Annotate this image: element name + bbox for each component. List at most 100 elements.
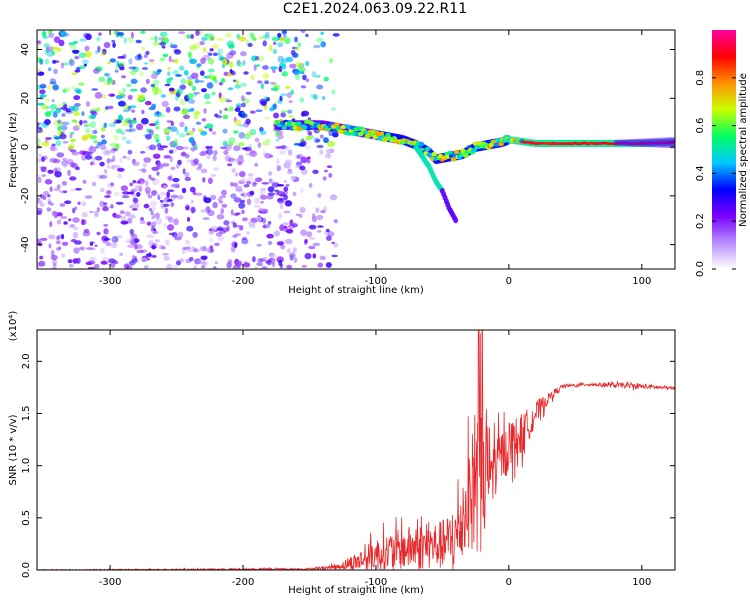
spectrogram-tail bbox=[618, 139, 623, 146]
colorbar-tick-label: 0.0 bbox=[695, 261, 706, 277]
spectrogram-speckle bbox=[199, 70, 205, 76]
spectrogram-speckle bbox=[127, 191, 134, 195]
spectrogram-speckle bbox=[279, 95, 283, 102]
spectrogram-speckle bbox=[246, 198, 252, 206]
spectrogram-speckle bbox=[279, 93, 288, 97]
spectrogram-speckle bbox=[249, 110, 256, 114]
spectrogram-speckle bbox=[116, 167, 125, 172]
spectrogram-speckle bbox=[193, 158, 199, 165]
spectrogram-speckle bbox=[124, 128, 133, 133]
spectrogram-speckle bbox=[130, 31, 134, 39]
spectrogram-speckle bbox=[127, 119, 135, 124]
spectrogram-speckle bbox=[186, 34, 191, 39]
spectrogram-speckle bbox=[59, 190, 67, 194]
spectrogram-speckle bbox=[316, 144, 324, 149]
spectrogram-speckle bbox=[294, 36, 298, 43]
spectrogram-speckle bbox=[222, 114, 229, 120]
spectrogram-speckle bbox=[295, 164, 301, 168]
spectrogram-speckle bbox=[315, 214, 324, 221]
colorbar-tick-label: 0.2 bbox=[695, 213, 706, 229]
spectrogram-speckle bbox=[222, 227, 229, 233]
spectrogram-speckle bbox=[60, 30, 66, 37]
spectrogram-speckle bbox=[82, 179, 87, 184]
spectrogram-speckle bbox=[226, 40, 235, 48]
spectrogram-speckle bbox=[105, 242, 112, 247]
spectrogram-speckle bbox=[150, 177, 156, 181]
spectrogram-speckle bbox=[59, 133, 67, 140]
spectrogram-speckle bbox=[53, 263, 57, 267]
spectrogram-speckle bbox=[275, 138, 280, 142]
spectrogram-speckle bbox=[127, 156, 131, 161]
spectrogram-tail bbox=[613, 139, 618, 146]
spectrogram-speckle bbox=[230, 209, 234, 216]
spectrogram-speckle bbox=[143, 54, 148, 58]
spectrogram-speckle bbox=[198, 80, 205, 83]
spectrogram-speckle bbox=[119, 210, 125, 215]
spectrogram-speckle bbox=[62, 182, 67, 187]
spectrogram-speckle bbox=[62, 157, 68, 161]
x-tick-label: -300 bbox=[99, 577, 122, 588]
spectrogram-speckle bbox=[159, 57, 166, 62]
spectrogram-speckle bbox=[243, 261, 248, 265]
spectrogram-speckle bbox=[100, 247, 105, 254]
spectrogram-speckle bbox=[261, 265, 268, 269]
spectrogram-branch bbox=[453, 217, 459, 224]
spectrogram-speckle bbox=[156, 171, 160, 176]
spectrogram-speckle bbox=[129, 182, 133, 187]
spectrogram-speckle bbox=[49, 186, 53, 192]
spectrogram-speckle bbox=[97, 174, 103, 180]
spectrogram-speckle bbox=[247, 42, 253, 47]
spectrogram-tail bbox=[643, 138, 648, 148]
spectrogram-speckle bbox=[114, 66, 119, 70]
spectrogram-speckle bbox=[163, 255, 170, 261]
spectrogram-speckle bbox=[50, 144, 56, 152]
spectrogram-speckle bbox=[190, 107, 195, 112]
spectrogram-speckle bbox=[49, 109, 55, 114]
spectrogram-speckle bbox=[151, 166, 159, 171]
spectrogram-speckle bbox=[62, 88, 67, 93]
spectrogram-speckle bbox=[304, 145, 312, 150]
spectrogram-speckle bbox=[132, 180, 137, 184]
spectrogram-tail bbox=[642, 138, 647, 148]
spectrogram-speckle bbox=[227, 87, 234, 91]
spectrogram-speckle bbox=[295, 46, 300, 52]
spectrogram-speckle bbox=[137, 94, 145, 101]
spectrogram-speckle bbox=[128, 66, 137, 70]
spectrogram-speckle bbox=[122, 155, 127, 159]
spectrogram-speckle bbox=[84, 195, 93, 199]
spectrogram-speckle bbox=[200, 208, 207, 213]
y-tick-label: 1.5 bbox=[21, 406, 32, 422]
spectrogram-speckle bbox=[283, 180, 288, 183]
spectrogram-speckle bbox=[274, 230, 280, 237]
spectrogram-speckle bbox=[70, 239, 77, 243]
spectrogram-speckle bbox=[162, 184, 167, 189]
spectrogram-speckle bbox=[152, 206, 156, 211]
spectrogram-speckle bbox=[151, 221, 157, 228]
spectrogram-speckle bbox=[194, 247, 198, 253]
spectrogram-speckle bbox=[37, 44, 40, 50]
spectrogram-speckle bbox=[44, 179, 53, 185]
spectrogram-speckle bbox=[300, 187, 304, 194]
spectrogram-speckle bbox=[62, 161, 68, 168]
spectrogram-speckle bbox=[193, 111, 201, 115]
spectrogram-speckle bbox=[208, 52, 213, 56]
spectrogram-speckle bbox=[184, 125, 188, 133]
spectrogram-speckle bbox=[37, 40, 41, 44]
spectrogram-speckle bbox=[283, 34, 287, 38]
spectrogram-speckle bbox=[156, 111, 160, 115]
spectrogram-speckle bbox=[272, 48, 277, 55]
spectrogram-speckle bbox=[307, 156, 311, 160]
spectrogram-speckle bbox=[103, 170, 109, 178]
x-tick-label: 100 bbox=[632, 276, 651, 287]
spectrogram-speckle bbox=[305, 135, 313, 139]
spectrogram-speckle bbox=[91, 88, 99, 91]
spectrogram-speckle bbox=[208, 68, 215, 73]
spectrogram-speckle bbox=[284, 200, 293, 207]
spectrogram-speckle bbox=[143, 203, 150, 209]
spectrogram-speckle bbox=[289, 63, 297, 69]
spectrogram-speckle bbox=[68, 144, 75, 150]
spectrogram-speckle bbox=[56, 47, 62, 53]
spectrogram-speckle bbox=[145, 78, 150, 84]
spectrogram-speckle bbox=[129, 236, 135, 243]
snr-series-line bbox=[37, 330, 675, 570]
